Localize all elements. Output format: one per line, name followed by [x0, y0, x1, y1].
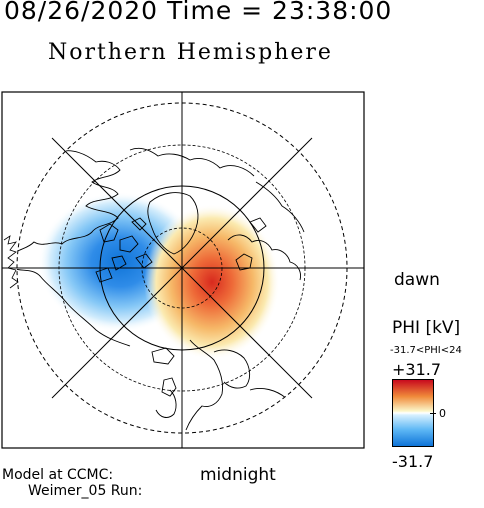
colorbar-title: PHI [kV] — [392, 318, 461, 338]
colorbar-zero-label: 0 — [439, 407, 446, 420]
map-frame — [1, 91, 365, 449]
colorbar-zero-tick — [430, 413, 436, 414]
midnight-label: midnight — [200, 465, 276, 485]
colorbar-min-label: -31.7 — [392, 452, 434, 471]
polar-potential-map — [1, 91, 365, 449]
colorbar-range-text: -31.7<PHI<24 — [390, 345, 462, 356]
dawn-label: dawn — [394, 270, 440, 290]
left-edge-coast — [3, 235, 19, 289]
timestamp-title: 08/26/2020 Time = 23:38:00 — [4, 0, 393, 25]
colorbar-max-label: +31.7 — [392, 360, 442, 379]
run-label: Weimer_05 Run: — [28, 483, 143, 499]
meridian-lines — [2, 92, 364, 448]
colorbar — [392, 379, 434, 447]
coastlines — [17, 147, 305, 433]
hemisphere-title: Northern Hemisphere — [48, 40, 333, 65]
positive-potential-cell — [144, 204, 280, 360]
model-label: Model at CCMC: — [2, 467, 114, 483]
